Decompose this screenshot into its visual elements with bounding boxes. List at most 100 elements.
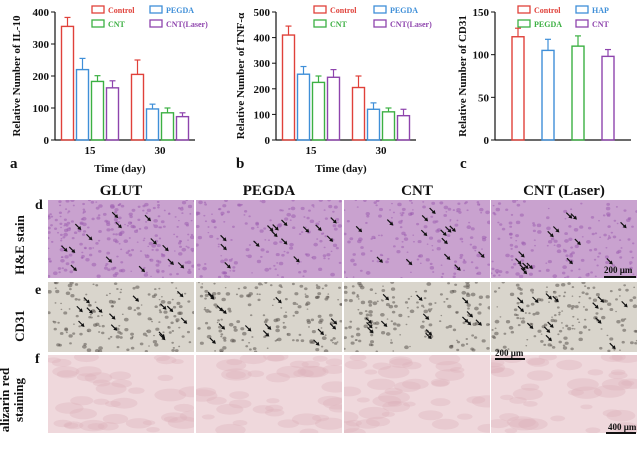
arrow-head xyxy=(367,319,372,324)
tissue-cell xyxy=(370,340,375,344)
tissue-cell xyxy=(81,254,85,258)
tissue-cell xyxy=(451,289,454,292)
tissue-cell xyxy=(424,335,427,338)
tissue-cell xyxy=(518,274,524,278)
tissue-cell xyxy=(264,267,270,272)
tissue-cell xyxy=(396,250,401,254)
tissue-cell xyxy=(177,241,182,245)
tissue-cell xyxy=(265,372,291,383)
tissue-cell xyxy=(629,250,633,253)
tissue-cell xyxy=(536,223,542,228)
tissue-cell xyxy=(526,339,529,341)
tissue-cell xyxy=(175,318,180,322)
tissue-cell xyxy=(456,340,461,344)
tissue-cell xyxy=(506,416,536,428)
legend-swatch xyxy=(373,5,387,14)
tissue-cell xyxy=(54,302,57,304)
arrow-head xyxy=(383,323,388,328)
tissue-cell xyxy=(358,339,362,343)
tissue-cell xyxy=(178,311,183,316)
tissue-cell xyxy=(520,320,526,324)
tissue-cell xyxy=(296,262,299,265)
tissue-cell xyxy=(345,276,348,278)
tissue-cell xyxy=(401,240,404,243)
tissue-cell xyxy=(518,350,521,352)
tissue-cell xyxy=(158,287,161,290)
tissue-cell xyxy=(229,270,232,272)
tissue-cell xyxy=(68,308,71,310)
tissue-cell xyxy=(627,238,631,241)
tissue-cell xyxy=(615,298,618,301)
tissue-cell xyxy=(401,231,406,236)
tissue-cell xyxy=(344,209,346,212)
tissue-cell xyxy=(247,370,265,378)
tissue-cell xyxy=(619,349,621,352)
tissue-cell xyxy=(515,220,521,225)
tissue-cell xyxy=(515,272,520,276)
legend-swatch xyxy=(149,5,163,14)
tissue-cell xyxy=(384,387,403,396)
bar-cnt xyxy=(601,55,615,141)
chart-a: 0 100 200 300 400 15 30 Control PEGDA CNT CNT(Lase… xyxy=(0,0,208,180)
tissue-cell xyxy=(344,285,348,289)
tissue-cell xyxy=(297,305,302,309)
arrow-head xyxy=(528,265,533,270)
tissue-cell xyxy=(409,345,411,348)
scale-label-he: 200 μm xyxy=(604,265,633,275)
tissue-cell xyxy=(348,299,353,303)
tissue-cell xyxy=(84,372,113,384)
tissue-cell xyxy=(390,287,396,291)
tissue-cell xyxy=(86,348,92,352)
tissue-cell xyxy=(621,340,625,344)
tissue-cell xyxy=(600,355,626,362)
bar-cnt-laser- xyxy=(175,115,190,141)
tissue-cell xyxy=(187,239,189,241)
tissue-cell xyxy=(358,283,363,288)
tissue-cell xyxy=(104,219,108,223)
tissue-cell xyxy=(146,329,152,334)
tissue-cell xyxy=(308,209,311,212)
tissue-cell xyxy=(63,421,84,430)
tissue-cell xyxy=(231,339,236,343)
tissue-cell xyxy=(203,214,206,217)
tissue-cell xyxy=(583,318,587,321)
tissue-cell xyxy=(375,200,380,203)
tissue-cell xyxy=(216,321,219,324)
tissue-cell xyxy=(349,237,354,241)
tissue-cell xyxy=(510,247,513,250)
arrow-head xyxy=(333,320,338,325)
tissue-cell xyxy=(70,294,75,298)
tissue-cell xyxy=(68,334,73,338)
tissue-cell xyxy=(547,259,552,264)
row-label-alizarin: alizarin red staining xyxy=(0,350,26,450)
tissue-cell xyxy=(491,367,515,378)
tissue-cell xyxy=(206,326,211,330)
x-tick-label: 15 xyxy=(85,145,97,157)
tissue-cell xyxy=(178,326,181,329)
tissue-cell xyxy=(375,204,378,207)
tissue-cell xyxy=(309,219,315,224)
tissue-cell xyxy=(551,316,553,318)
tissue-cell xyxy=(126,348,130,352)
y-tick-label: 0 xyxy=(265,135,271,147)
y-tick-label: 50 xyxy=(478,92,490,104)
tissue-cell xyxy=(84,247,87,250)
y-tick-label: 200 xyxy=(33,71,50,83)
tissue-cell xyxy=(248,341,251,344)
tissue-cell xyxy=(456,207,461,212)
tissue-cell xyxy=(203,201,207,204)
tissue-cell xyxy=(586,239,591,244)
tissue-cell xyxy=(263,355,289,362)
tissue-cell xyxy=(79,222,83,225)
tissue-cell xyxy=(434,302,437,304)
tissue-cell xyxy=(530,288,535,292)
tissue-texture xyxy=(344,282,490,352)
tissue-cell xyxy=(224,287,227,289)
tissue-cell xyxy=(332,341,335,344)
tissue-cell xyxy=(75,366,102,377)
tissue-cell xyxy=(171,348,175,352)
tissue-cell xyxy=(570,208,573,211)
tissue-cell xyxy=(48,231,51,234)
tissue-cell xyxy=(494,327,497,330)
tissue-cell xyxy=(606,334,609,337)
